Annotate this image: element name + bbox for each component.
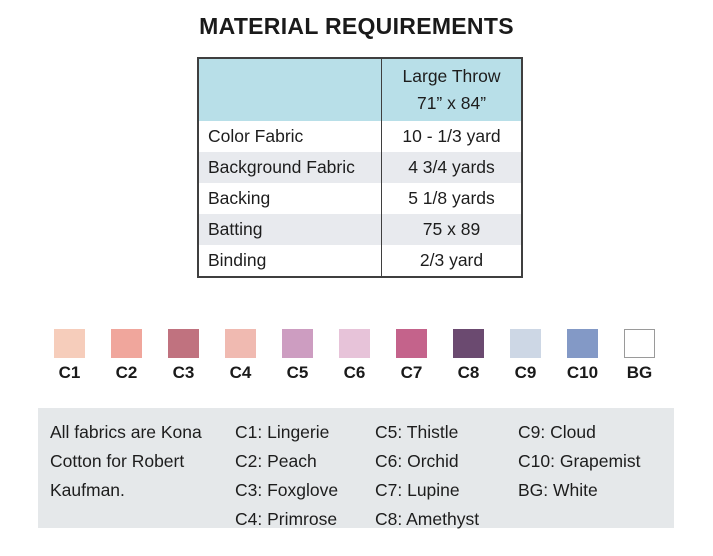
swatch-c8: C8: [440, 329, 497, 383]
swatch-c9: C9: [497, 329, 554, 383]
legend-column-3: C9: Cloud C10: Grapemist BG: White: [518, 418, 641, 505]
fabric-swatch-row: C1 C2 C3 C4 C5 C6 C7 C8: [41, 329, 668, 383]
swatch-label: BG: [626, 363, 653, 382]
swatch-color-c3: [168, 329, 199, 358]
legend-column-1: C1: Lingerie C2: Peach C3: Foxglove C4: …: [235, 418, 338, 534]
legend-entry: C7: Lupine: [375, 480, 460, 500]
swatch-color-bg: [624, 329, 655, 358]
row-value: 10 - 1/3 yard: [402, 126, 501, 146]
swatch-c4: C4: [212, 329, 269, 383]
legend-entry: C2: Peach: [235, 451, 317, 471]
swatch-color-c9: [510, 329, 541, 358]
swatch-color-c1: [54, 329, 85, 358]
material-requirements-table: Large Throw 71” x 84” Color Fabric 10 - …: [197, 57, 523, 278]
legend-entry: C9: Cloud: [518, 422, 596, 442]
row-value: 5 1/8 yards: [408, 188, 495, 208]
swatch-color-c10: [567, 329, 598, 358]
table-header-empty-cell: [199, 59, 382, 121]
row-label: Batting: [199, 214, 382, 245]
legend-entry: C1: Lingerie: [235, 422, 330, 442]
fabric-legend-box: All fabrics are Kona Cotton for Robert K…: [38, 408, 674, 529]
swatch-label: C7: [400, 363, 423, 382]
table-row: Binding 2/3 yard: [199, 245, 521, 276]
row-value: 75 x 89: [422, 219, 481, 239]
table-header-row: Large Throw 71” x 84”: [199, 59, 521, 121]
size-label: Large Throw: [402, 66, 501, 86]
swatch-c5: C5: [269, 329, 326, 383]
swatch-color-c6: [339, 329, 370, 358]
swatch-label: C9: [514, 363, 537, 382]
size-dimensions: 71” x 84”: [416, 93, 487, 113]
legend-entry: C10: Grapemist: [518, 451, 641, 471]
legend-column-2: C5: Thistle C6: Orchid C7: Lupine C8: Am…: [375, 418, 479, 534]
legend-entry: C4: Primrose: [235, 509, 338, 529]
swatch-c2: C2: [98, 329, 155, 383]
swatch-label: C3: [172, 363, 195, 382]
swatch-color-c2: [111, 329, 142, 358]
row-label: Background Fabric: [199, 152, 382, 183]
row-value: 2/3 yard: [419, 250, 484, 270]
swatch-label: C10: [566, 363, 599, 382]
row-label: Backing: [199, 183, 382, 214]
swatch-label: C6: [343, 363, 366, 382]
swatch-label: C8: [457, 363, 480, 382]
legend-entry: BG: White: [518, 480, 598, 500]
swatch-c7: C7: [383, 329, 440, 383]
legend-entry: C8: Amethyst: [375, 509, 480, 529]
swatch-c3: C3: [155, 329, 212, 383]
legend-entry: C5: Thistle: [375, 422, 459, 442]
table-row: Color Fabric 10 - 1/3 yard: [199, 121, 521, 152]
table-header-size-cell: Large Throw 71” x 84”: [382, 59, 521, 121]
table-row: Backing 5 1/8 yards: [199, 183, 521, 214]
swatch-label: C2: [115, 363, 138, 382]
swatch-color-c7: [396, 329, 427, 358]
swatch-label: C4: [229, 363, 252, 382]
swatch-color-c5: [282, 329, 313, 358]
swatch-c6: C6: [326, 329, 383, 383]
row-label: Color Fabric: [199, 121, 382, 152]
row-value: 4 3/4 yards: [408, 157, 495, 177]
page-title: MATERIAL REQUIREMENTS: [199, 13, 514, 39]
swatch-color-c4: [225, 329, 256, 358]
swatch-c1: C1: [41, 329, 98, 383]
legend-entry: C6: Orchid: [375, 451, 459, 471]
swatch-c10: C10: [554, 329, 611, 383]
swatch-label: C5: [286, 363, 309, 382]
swatch-bg: BG: [611, 329, 668, 383]
swatch-color-c8: [453, 329, 484, 358]
table-row: Batting 75 x 89: [199, 214, 521, 245]
swatch-label: C1: [58, 363, 81, 382]
table-row: Background Fabric 4 3/4 yards: [199, 152, 521, 183]
row-label: Binding: [199, 245, 382, 276]
legend-entry: C3: Foxglove: [235, 480, 339, 500]
fabric-note: All fabrics are Kona Cotton for Robert K…: [50, 422, 202, 500]
